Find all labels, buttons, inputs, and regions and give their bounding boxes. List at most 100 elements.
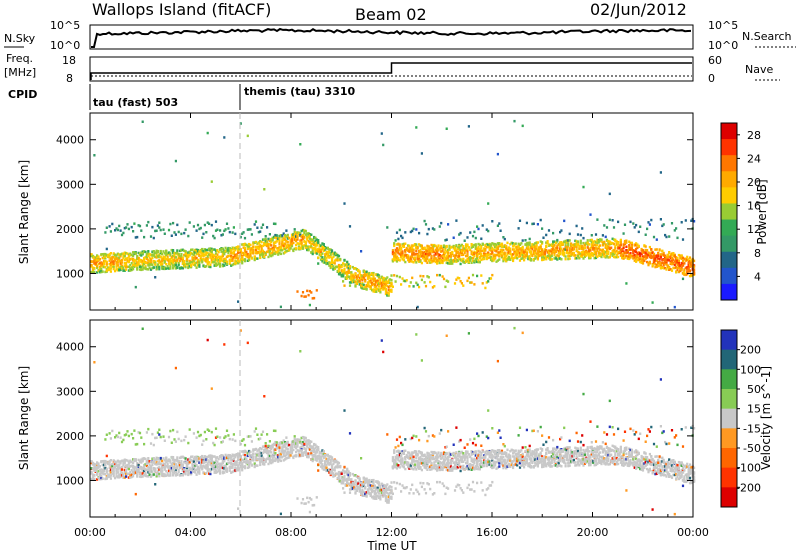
power-point-2748 [514, 242, 517, 245]
power-point-2757 [516, 245, 519, 248]
velocity-point-422 [156, 470, 159, 473]
velocity-point-320 [140, 466, 143, 469]
power-point-3106 [572, 254, 575, 257]
power-point-3242 [594, 253, 598, 256]
power-point-731 [205, 253, 208, 256]
velocity-point-193 [120, 468, 124, 471]
velocity-point-618 [187, 469, 190, 473]
power-point-1058 [254, 248, 258, 252]
power-point-359 [147, 251, 150, 255]
power-point-1180 [274, 236, 277, 239]
power-point-1362 [301, 291, 305, 294]
power-point-2325 [451, 245, 454, 249]
power-point-2034 [408, 247, 411, 251]
power-point-400 [152, 254, 155, 257]
power-point-1272 [288, 244, 291, 247]
velocity-point-225 [126, 472, 129, 476]
power-point-1478 [321, 245, 324, 249]
power-point-1708 [358, 276, 361, 280]
power-point-2402 [462, 253, 465, 256]
velocity-point-825 [219, 472, 222, 475]
power-point-832 [220, 255, 223, 258]
power-point-1087 [259, 230, 262, 233]
power-point-1766 [366, 275, 370, 278]
power-point-1891 [386, 281, 389, 284]
power-point-1606 [342, 280, 345, 283]
velocity-point-963 [241, 458, 244, 462]
power-point-125 [109, 230, 112, 233]
velocity-point-861 [224, 464, 227, 467]
power-point-2141 [423, 253, 426, 257]
velocity-point-783 [212, 441, 215, 445]
velocity-point-535 [173, 438, 176, 441]
power-point-2621 [494, 254, 497, 257]
power-point-662 [194, 257, 197, 260]
power-point-2406 [462, 259, 465, 263]
power-point-1141 [267, 237, 270, 241]
power-point-3615 [654, 248, 657, 251]
power-point-2832 [528, 254, 531, 258]
power-point-758 [209, 263, 212, 267]
power-point-3359 [614, 245, 617, 248]
power-point-762 [209, 256, 212, 259]
power-point-83 [104, 257, 107, 260]
power-point-811 [216, 228, 219, 231]
velocity-point-174 [118, 467, 121, 470]
power-point-3648 [659, 262, 662, 265]
velocity-point-855 [223, 436, 226, 440]
power-point-1671 [351, 275, 354, 278]
power-point-1945 [394, 248, 397, 252]
velocity-point-436 [158, 474, 161, 478]
velocity-point-471 [163, 468, 166, 471]
power-point-1707 [358, 272, 361, 275]
velocity-point-985 [243, 457, 247, 460]
velocity-point-710 [201, 443, 204, 446]
velocity-point-262 [132, 464, 135, 468]
power-point-118 [109, 267, 112, 270]
power-point-2509 [477, 249, 480, 253]
velocity-point-622 [187, 461, 190, 464]
power-point-3630 [657, 254, 660, 257]
power-point-1166 [271, 253, 274, 257]
power-point-708 [201, 259, 204, 262]
power-point-880 [227, 249, 230, 253]
power-point-134 [111, 222, 114, 226]
power-point-1537 [330, 261, 334, 264]
power-point-1803 [372, 279, 375, 282]
velocity-point-752 [208, 468, 211, 471]
velocity-point-632 [188, 428, 191, 431]
power-point-3457 [629, 246, 632, 250]
power-point-2308 [447, 223, 450, 226]
velocity-point-195 [120, 474, 124, 477]
power-point-436 [158, 267, 161, 271]
power-point-2038 [408, 244, 411, 248]
power-point-522 [172, 251, 175, 254]
power-point-3646 [659, 255, 662, 259]
power-point-2552 [484, 252, 487, 256]
power-point-1420 [311, 242, 314, 245]
power-point-2461 [470, 244, 473, 247]
power-point-1011 [248, 255, 251, 259]
power-point-2309 [448, 259, 451, 262]
power-point-2613 [492, 253, 495, 257]
power-point-2918 [542, 253, 545, 257]
power-point-3065 [565, 239, 569, 242]
velocity-point-204 [122, 473, 125, 476]
power-point-2297 [445, 238, 448, 241]
power-point-128 [111, 257, 114, 261]
power-point-3083 [568, 248, 571, 251]
power-point-535 [173, 231, 176, 234]
power-point-2153 [424, 255, 428, 258]
station-title: Wallops Island (fitACF) [92, 0, 271, 19]
power-point-2051 [409, 230, 412, 234]
power-point-3481 [633, 256, 636, 259]
power-point-2690 [505, 259, 508, 263]
velocity-point-1006 [246, 435, 249, 438]
velocity-point-9 [91, 467, 95, 470]
power-point-808 [216, 258, 219, 261]
velocity-point-635 [190, 455, 193, 459]
power-point-2359 [455, 278, 458, 281]
power-point-2754 [516, 248, 519, 251]
velocity-point-726 [203, 472, 206, 475]
